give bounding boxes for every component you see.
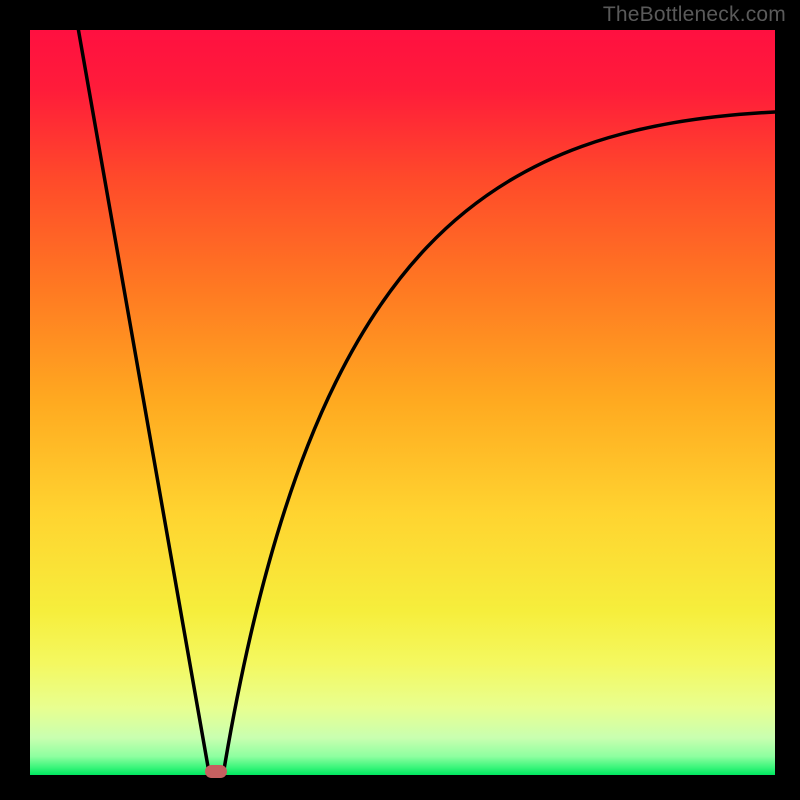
- chart-container: TheBottleneck.com: [0, 0, 800, 800]
- optimal-point-marker: [205, 765, 227, 778]
- gradient-background: [30, 30, 775, 775]
- plot-area: [30, 30, 775, 775]
- watermark-text: TheBottleneck.com: [603, 3, 786, 27]
